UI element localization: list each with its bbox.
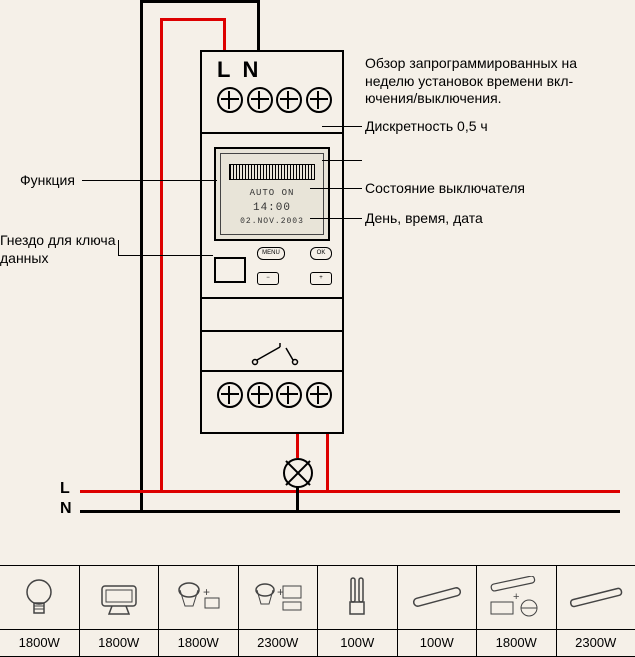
- device-divider-top: [202, 132, 342, 134]
- wire-top-horiz: [140, 0, 260, 3]
- lcd-screen: AUTO ON 14:00 02.NOV.2003: [214, 147, 330, 241]
- power-cell-7: 2300W: [557, 566, 635, 656]
- wire-l-down-to-L: [223, 18, 226, 50]
- terminal-n: N: [242, 57, 270, 82]
- leader-state: [310, 188, 362, 189]
- timer-device: LN AUTO ON 14:00 02.NOV.2003 MENU OK − +: [200, 50, 344, 434]
- wire-n-bus: [80, 510, 620, 513]
- wire-out-to-lamp: [296, 430, 299, 458]
- leader-overview: [322, 160, 362, 161]
- data-key-socket: [214, 257, 246, 283]
- terminal-l: L: [217, 57, 242, 82]
- power-cell-3: + 2300W: [239, 566, 319, 656]
- tube-long-icon: [557, 566, 635, 629]
- wire-l-to-bottom-term: [326, 430, 329, 492]
- leader-key-v: [118, 240, 119, 255]
- wire-lamp-to-n: [296, 486, 299, 511]
- terminal-bot-2: [247, 382, 273, 408]
- power-cell-5: 100W: [398, 566, 478, 656]
- label-daytime: День, время, дата: [365, 210, 483, 228]
- leader-key: [118, 255, 213, 256]
- power-cell-6: + 1800W: [477, 566, 557, 656]
- leader-daytime: [310, 218, 362, 219]
- terminal-top-2: [247, 87, 273, 113]
- wire-l-left-vert: [160, 18, 163, 490]
- menu-button[interactable]: MENU: [257, 247, 285, 260]
- lamp-symbol: [283, 458, 313, 488]
- bulb-icon: [0, 566, 79, 629]
- power-table: 1800W 1800W + 1800W + 2300W 100W 100W + …: [0, 565, 635, 657]
- leader-function: [82, 180, 217, 181]
- ok-button[interactable]: OK: [310, 247, 332, 260]
- power-label-3: 2300W: [239, 629, 318, 656]
- tube-ballast-icon: +: [477, 566, 556, 629]
- svg-text:+: +: [203, 585, 210, 599]
- power-label-5: 100W: [398, 629, 477, 656]
- terminal-top-4: [306, 87, 332, 113]
- minus-button[interactable]: −: [257, 272, 279, 285]
- label-overview: Обзор запрограммированных на неделю уста…: [365, 55, 625, 108]
- lcd-week-bar: [229, 164, 315, 180]
- terminal-bot-3: [276, 382, 302, 408]
- label-resolution: Дискретность 0,5 ч: [365, 118, 488, 136]
- tube-icon: [398, 566, 477, 629]
- label-function: Функция: [20, 172, 75, 190]
- switch-symbol: [250, 342, 300, 366]
- label-key-socket: Гнездо для ключа данных: [0, 232, 116, 267]
- svg-text:+: +: [513, 591, 519, 603]
- power-label-1: 1800W: [80, 629, 159, 656]
- power-label-7: 2300W: [557, 629, 635, 656]
- wire-n-down: [257, 0, 260, 50]
- top-terminals: [212, 87, 332, 127]
- power-label-0: 1800W: [0, 629, 79, 656]
- bottom-terminals: [212, 382, 332, 422]
- device-divider-b2: [202, 330, 342, 332]
- terminal-top-3: [276, 87, 302, 113]
- device-buttons: MENU OK − +: [257, 247, 332, 285]
- terminal-bot-1: [217, 382, 243, 408]
- cfl-icon: [318, 566, 397, 629]
- lcd-time: 14:00: [221, 202, 323, 214]
- floodlight-icon: [80, 566, 159, 629]
- device-divider-bottom: [202, 370, 342, 372]
- bus-l-label: L: [60, 480, 70, 498]
- power-label-2: 1800W: [159, 629, 238, 656]
- plus-button[interactable]: +: [310, 272, 332, 285]
- power-label-6: 1800W: [477, 629, 556, 656]
- wire-l-bus: [80, 490, 620, 493]
- terminal-top-1: [217, 87, 243, 113]
- power-label-4: 100W: [318, 629, 397, 656]
- label-state: Состояние выключателя: [365, 180, 525, 198]
- halogen-trafo-icon: +: [239, 566, 318, 629]
- power-cell-4: 100W: [318, 566, 398, 656]
- wiring-diagram: L N LN AUTO ON 14:00 02.NOV.2003 MENU OK: [0, 0, 635, 560]
- leader-resolution: [322, 126, 362, 127]
- power-cell-0: 1800W: [0, 566, 80, 656]
- wire-l-top-horiz: [160, 18, 225, 21]
- bus-n-label: N: [60, 500, 72, 518]
- lcd-inner: AUTO ON 14:00 02.NOV.2003: [220, 153, 324, 235]
- lcd-date: 02.NOV.2003: [221, 217, 323, 226]
- terminal-bot-4: [306, 382, 332, 408]
- device-divider-mid: [202, 297, 342, 299]
- power-cell-1: 1800W: [80, 566, 160, 656]
- halogen-icon: +: [159, 566, 238, 629]
- power-cell-2: + 1800W: [159, 566, 239, 656]
- lcd-mode: AUTO ON: [221, 188, 323, 198]
- terminal-ln-label: LN: [217, 57, 270, 83]
